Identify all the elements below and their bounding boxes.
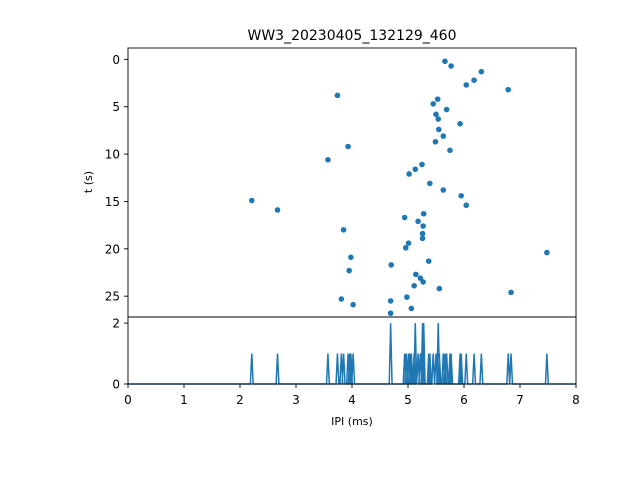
x-tick-label: 4 [348, 393, 356, 407]
scatter-point [334, 92, 341, 99]
scatter-point [412, 166, 419, 173]
scatter-y-ticks: 0 5 10 15 20 25 [105, 53, 128, 304]
scatter-point [425, 258, 432, 264]
scatter-point [471, 77, 477, 84]
scatter-points [248, 58, 550, 317]
scatter-point [419, 161, 425, 168]
scatter-point [420, 223, 426, 229]
scatter-point [404, 294, 410, 300]
scatter-point [420, 210, 427, 217]
scatter-point [420, 279, 426, 285]
scatter-point [415, 218, 421, 225]
scatter-point [401, 214, 408, 221]
x-tick-label: 3 [292, 393, 300, 407]
scatter-point [406, 171, 412, 177]
x-tick-label: 1 [180, 393, 188, 407]
scatter-point [433, 111, 439, 118]
y-tick-label: 5 [112, 100, 120, 114]
x-tick-label: 6 [460, 393, 468, 407]
x-tick-label: 0 [124, 393, 132, 407]
scatter-point [346, 267, 353, 274]
scatter-point [478, 68, 485, 75]
scatter-point [430, 101, 437, 107]
scatter-point [508, 289, 514, 296]
scatter-point [448, 63, 454, 69]
x-axis-label: IPI (ms) [331, 415, 373, 428]
x-tick-label: 7 [516, 393, 524, 407]
scatter-point [432, 138, 439, 145]
scatter-point [442, 58, 448, 65]
scatter-point [440, 133, 447, 139]
scatter-point [436, 285, 443, 292]
y-axis-label: t (s) [82, 171, 95, 193]
scatter-point [434, 96, 441, 102]
scatter-point [402, 245, 409, 251]
scatter-point [440, 187, 447, 193]
hist-y-tick-label: 2 [112, 317, 120, 331]
scatter-point [405, 240, 412, 246]
scatter-point [457, 120, 463, 127]
scatter-panel: WW3_20230405_132129_460 t (s) 0 5 10 15 20 25 [82, 28, 577, 318]
scatter-point [419, 230, 426, 237]
histogram-x-ticks: 0 1 2 3 4 5 6 7 8 [124, 384, 580, 407]
scatter-point [435, 116, 442, 122]
scatter-point [463, 82, 470, 88]
scatter-point [325, 156, 331, 163]
scatter-point [436, 126, 442, 133]
y-tick-label: 25 [105, 290, 120, 304]
y-tick-label: 0 [112, 53, 120, 67]
scatter-point [387, 298, 394, 304]
scatter-point [544, 249, 550, 256]
scatter-point [463, 202, 470, 209]
scatter-point [248, 197, 255, 204]
scatter-point [443, 106, 450, 113]
scatter-point [505, 86, 512, 93]
x-tick-label: 5 [404, 393, 412, 407]
histogram-frame [127, 316, 577, 385]
scatter-point [340, 227, 347, 233]
histogram-y-ticks: 02 [112, 317, 128, 392]
scatter-point [408, 305, 415, 312]
scatter-point [419, 235, 426, 242]
scatter-point [348, 254, 354, 261]
scatter-point [413, 271, 419, 278]
scatter-point [458, 192, 465, 199]
x-tick-label: 2 [236, 393, 244, 407]
scatter-point [350, 301, 356, 308]
scatter-point [274, 207, 281, 213]
scatter-point [411, 282, 417, 289]
chart-title: WW3_20230405_132129_460 [247, 28, 456, 44]
scatter-point [387, 310, 394, 317]
y-tick-label: 10 [105, 148, 120, 162]
x-tick-label: 8 [572, 393, 580, 407]
scatter-point [338, 296, 345, 302]
scatter-point [388, 262, 395, 268]
hist-y-tick-label: 0 [112, 378, 120, 392]
scatter-point [345, 143, 351, 150]
y-tick-label: 15 [105, 195, 120, 209]
scatter-point [447, 147, 453, 154]
scatter-point [427, 180, 433, 187]
y-tick-label: 20 [105, 242, 120, 256]
